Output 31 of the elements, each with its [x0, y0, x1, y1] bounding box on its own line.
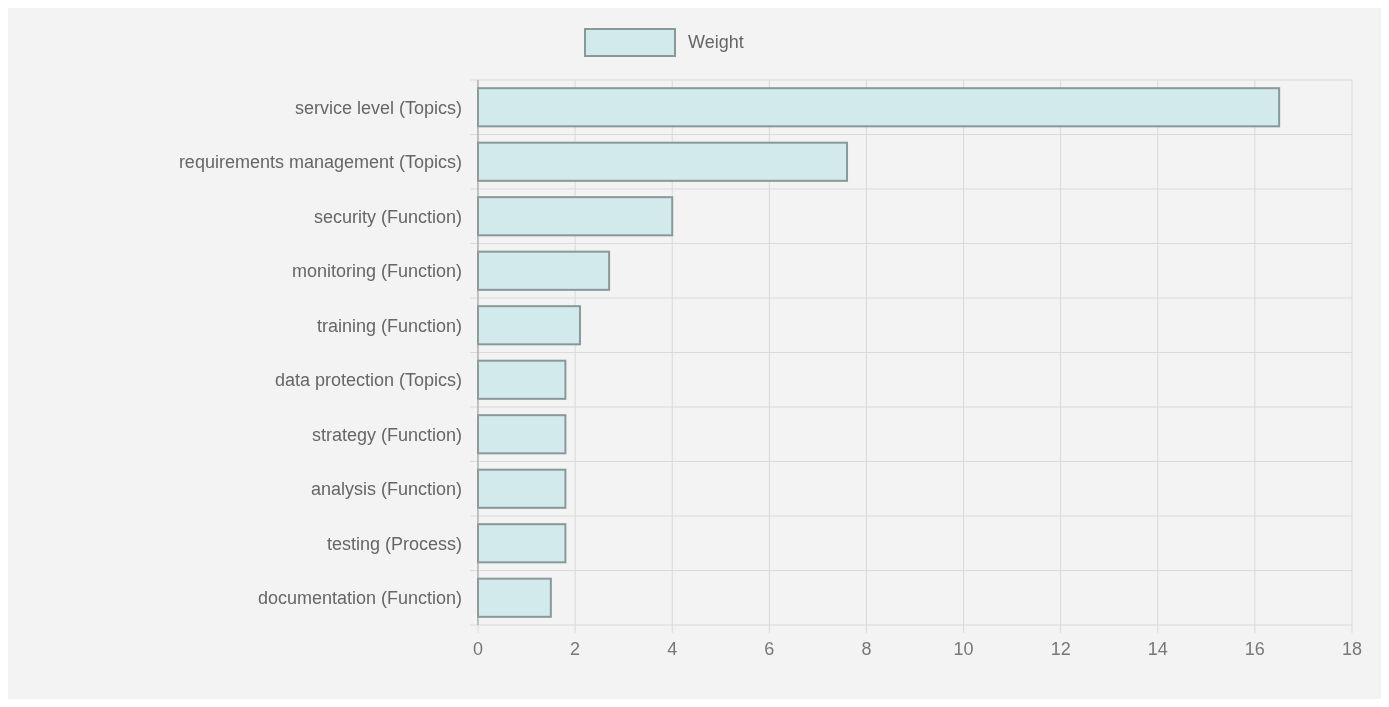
y-tick-label: testing (Process)	[326, 533, 462, 554]
y-tick-label: training (Function)	[316, 315, 462, 336]
y-tick-label: security (Function)	[313, 206, 462, 227]
x-tick-label: 6	[764, 639, 775, 659]
bar	[477, 414, 567, 455]
bar	[477, 250, 611, 291]
y-tick-label: data protection (Topics)	[274, 370, 462, 391]
y-tick-label: monitoring (Function)	[291, 261, 462, 282]
x-tick-label: 14	[1147, 639, 1168, 659]
x-tick-label: 2	[570, 639, 581, 659]
bar	[477, 523, 567, 564]
x-tick-label: 4	[667, 639, 678, 659]
y-tick-label: strategy (Function)	[311, 424, 462, 445]
y-tick-label: requirements management (Topics)	[178, 152, 462, 173]
bar	[477, 359, 567, 400]
bar	[477, 577, 552, 618]
y-tick-label: analysis (Function)	[310, 479, 462, 500]
x-tick-label: 16	[1244, 639, 1265, 659]
x-tick-label: 12	[1050, 639, 1071, 659]
x-tick-label: 8	[861, 639, 872, 659]
x-tick-label: 18	[1341, 639, 1363, 659]
bar	[477, 196, 674, 237]
bar	[477, 141, 849, 182]
legend-label: Weight	[688, 32, 744, 53]
x-tick-label: 10	[953, 639, 974, 659]
x-tick-label: 0	[472, 639, 484, 659]
bar	[477, 468, 567, 509]
bar	[477, 87, 1281, 128]
y-tick-label: service level (Topics)	[294, 97, 462, 118]
y-tick-label: documentation (Function)	[257, 588, 462, 609]
bar	[477, 305, 581, 346]
